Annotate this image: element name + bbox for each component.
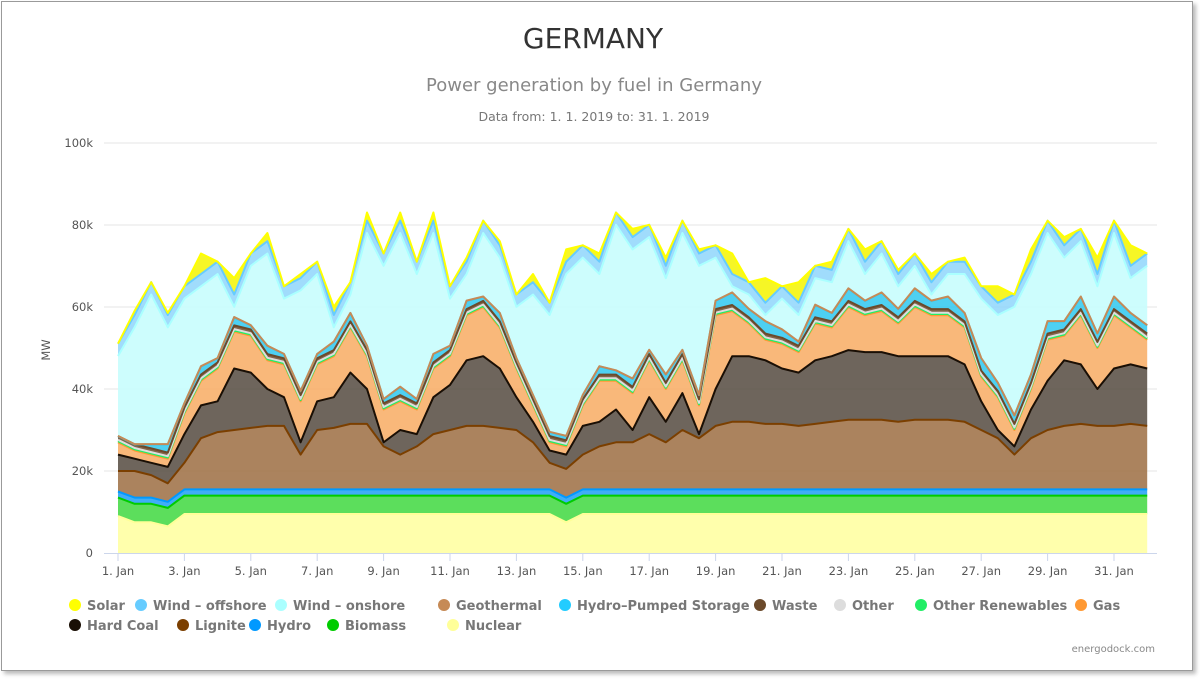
line-wind-onshore (117, 223, 1148, 357)
date-range: Data from: 1. 1. 2019 to: 31. 1. 2019 (479, 109, 710, 124)
x-tick-label: 11. Jan (430, 564, 470, 578)
legend-item-waste[interactable]: Waste (754, 599, 818, 614)
area-nuclear[interactable] (118, 514, 1148, 553)
area-hard-coal[interactable] (118, 350, 1148, 484)
legend-item-hydro-pumped-storage[interactable]: Hydro–Pumped Storage (559, 599, 750, 614)
legend: Solar Wind – offshore Wind – onshore Geothe… (69, 599, 1120, 634)
legend-marker-icon (177, 619, 189, 631)
y-tick-label: 100k (64, 136, 93, 150)
series-areas (118, 212, 1148, 553)
line-nuclear (117, 513, 1148, 528)
line-waste (117, 299, 1148, 454)
line-hydro (117, 488, 1148, 503)
y-axis-title: MW (39, 339, 53, 360)
area-biomass[interactable] (118, 495, 1148, 527)
line-hard-coal (117, 349, 1148, 468)
legend-marker-icon (1075, 599, 1087, 611)
legend-marker-icon (69, 619, 81, 631)
credits-link[interactable]: energodock.com (1072, 644, 1155, 655)
legend-item-hard-coal[interactable]: Hard Coal (69, 619, 159, 634)
legend-marker-icon (559, 599, 571, 611)
x-tick-label: 15. Jan (563, 564, 603, 578)
series-lines (117, 211, 1148, 528)
x-tick-label: 25. Jan (895, 564, 935, 578)
line-other (117, 303, 1148, 458)
legend-item-biomass[interactable]: Biomass (327, 619, 406, 634)
y-tick-label: 20k (72, 464, 94, 478)
legend-label: Nuclear (465, 619, 522, 634)
x-tick-label: 19. Jan (696, 564, 736, 578)
x-tick-label: 29. Jan (1028, 564, 1068, 578)
legend-item-wind-offshore[interactable]: Wind – offshore (135, 599, 267, 614)
x-tick-label: 21. Jan (762, 564, 802, 578)
legend-label: Wind – offshore (153, 599, 267, 614)
line-biomass (117, 494, 1148, 509)
legend-marker-icon (834, 599, 846, 611)
legend-item-other-renewables[interactable]: Other Renewables (915, 599, 1068, 614)
legend-item-other[interactable]: Other (834, 599, 894, 614)
legend-label: Geothermal (456, 599, 542, 614)
legend-label: Waste (772, 599, 818, 614)
x-tick-label: 1. Jan (102, 564, 134, 578)
area-hydro[interactable] (118, 489, 1148, 508)
area-wind-onshore[interactable] (118, 224, 1148, 445)
legend-marker-icon (754, 599, 766, 611)
legend-item-lignite[interactable]: Lignite (177, 619, 246, 634)
legend-label: Hydro–Pumped Storage (577, 599, 750, 614)
legend-label: Lignite (195, 619, 246, 634)
x-tick-label: 3. Jan (168, 564, 200, 578)
area-gas[interactable] (118, 307, 1148, 467)
line-lignite (118, 418, 1148, 485)
legend-item-geothermal[interactable]: Geothermal (438, 599, 542, 614)
axes: 0 20k 40k 60k 80k 100k 1. Jan 3. Jan 5. Jan 7. Ja… (64, 136, 1157, 578)
legend-label: Hard Coal (87, 619, 159, 634)
legend-label: Other (852, 599, 894, 614)
legend-marker-icon (438, 599, 450, 611)
legend-label: Solar (87, 599, 126, 614)
legend-label: Other Renewables (933, 599, 1068, 614)
legend-marker-icon (135, 599, 147, 611)
legend-marker-icon (275, 599, 287, 611)
chart-subtitle: Power generation by fuel in Germany (426, 75, 762, 96)
x-tick-label: 13. Jan (497, 564, 537, 578)
x-tick-label: 7. Jan (301, 564, 333, 578)
legend-item-solar[interactable]: Solar (69, 599, 126, 614)
chart-title: GERMANY (523, 22, 664, 55)
legend-item-hydro[interactable]: Hydro (249, 619, 311, 634)
legend-marker-icon (249, 619, 261, 631)
line-geothermal (117, 287, 1148, 446)
y-tick-label: 80k (72, 218, 94, 232)
legend-item-wind-onshore[interactable]: Wind – onshore (275, 599, 405, 614)
x-tick-label: 31. Jan (1094, 564, 1134, 578)
legend-label: Hydro (267, 619, 311, 634)
x-tick-label: 23. Jan (829, 564, 869, 578)
legend-marker-icon (915, 599, 927, 611)
legend-marker-icon (69, 599, 81, 611)
x-tick-label: 17. Jan (629, 564, 669, 578)
y-tick-label: 0 (86, 546, 93, 560)
legend-label: Biomass (345, 619, 406, 634)
x-tick-label: 5. Jan (235, 564, 267, 578)
y-tick-label: 40k (72, 382, 94, 396)
x-tick-label: 27. Jan (961, 564, 1001, 578)
x-tick-label: 9. Jan (367, 564, 399, 578)
area-lignite[interactable] (118, 419, 1148, 502)
legend-label: Gas (1093, 599, 1120, 614)
legend-marker-icon (327, 619, 339, 631)
line-solar (117, 211, 1148, 345)
legend-label: Wind – onshore (293, 599, 405, 614)
legend-item-gas[interactable]: Gas (1075, 599, 1120, 614)
legend-item-nuclear[interactable]: Nuclear (447, 619, 522, 634)
y-tick-label: 60k (72, 300, 94, 314)
legend-marker-icon (447, 619, 459, 631)
